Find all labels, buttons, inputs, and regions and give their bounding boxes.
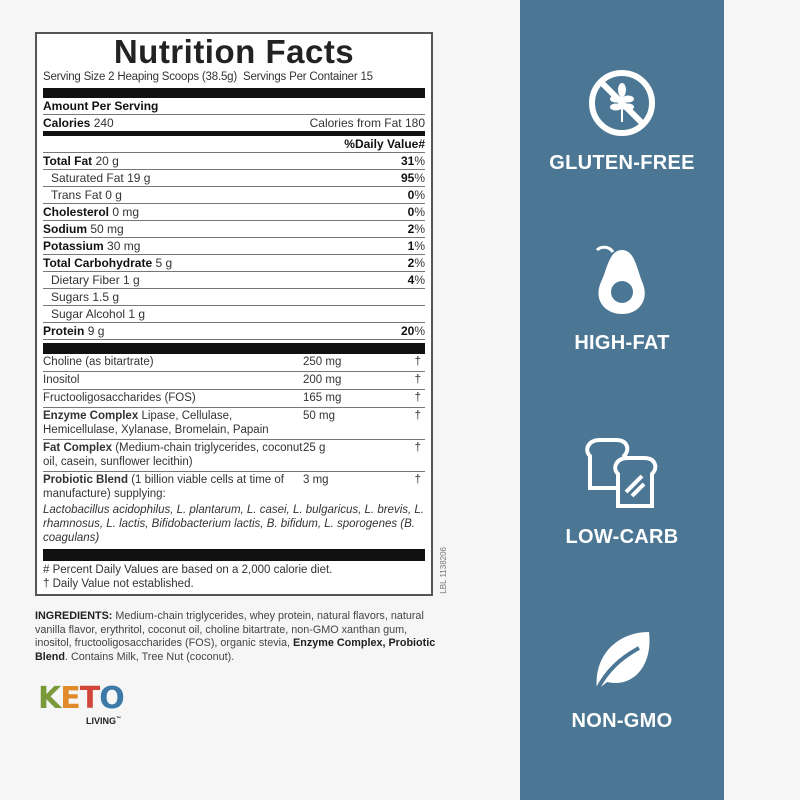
supplement-row: Probiotic Blend (1 billion viable cells …	[43, 474, 421, 500]
divider	[43, 549, 425, 561]
badge-label: NON-GMO	[571, 710, 673, 732]
nutrient-row: Potassium 30 mg 1%	[43, 239, 425, 255]
badge-label: LOW-CARB	[565, 526, 679, 548]
logo-letter: E	[60, 681, 80, 716]
divider	[43, 131, 425, 136]
logo-letter: T	[79, 681, 100, 716]
no-gluten-wheat-icon	[589, 70, 655, 136]
logo-letter: O	[99, 681, 124, 716]
label-title: Nutrition Facts	[113, 33, 355, 70]
nutrient-row: Sugar Alcohol 1 g	[43, 306, 425, 323]
nutrition-facts-label: Nutrition Facts Serving Size 2 Heaping S…	[35, 32, 433, 596]
nutrient-row: Protein 9 g 20%	[43, 324, 425, 340]
daily-value-header: %Daily Value#	[43, 136, 425, 153]
calories-from-fat: Calories from Fat 180	[309, 116, 425, 130]
serving-size: Serving Size 2 Heaping Scoops (38.5g)	[43, 71, 237, 83]
badge-label: HIGH-FAT	[574, 332, 670, 354]
supplement-row: Choline (as bitartrate) 250 mg †	[43, 354, 425, 372]
footnote-not-established: † Daily Value not established.	[43, 578, 194, 590]
keto-living-logo: KETO LIVING™	[38, 681, 125, 727]
badge-gluten-free: GLUTEN-FREE	[520, 68, 724, 175]
logo-letter: K	[38, 681, 61, 716]
benefits-panel: GLUTEN-FREE HIGH-FAT LOW-CARB NON-GMO	[520, 0, 724, 800]
divider	[43, 88, 425, 98]
product-info-column: Nutrition Facts Serving Size 2 Heaping S…	[35, 32, 448, 727]
nutrient-row: Total Fat 20 g 31%	[43, 154, 425, 170]
badge-low-carb: LOW-CARB	[520, 436, 724, 549]
nutrient-row: Total Carbohydrate 5 g 2%	[43, 256, 425, 272]
nutrient-row: Saturated Fat 19 g 95%	[43, 170, 425, 187]
badge-non-gmo: NON-GMO	[520, 626, 724, 733]
leaf-icon	[595, 632, 650, 691]
supplement-row: Fructooligosaccharides (FOS) 165 mg †	[43, 390, 425, 408]
badge-label: GLUTEN-FREE	[549, 152, 695, 174]
ingredients: INGREDIENTS: Medium-chain triglycerides,…	[35, 610, 436, 663]
bread-slices-icon	[585, 438, 658, 508]
nutrient-list: Total Fat 20 g 31% Saturated Fat 19 g 95% Tr…	[43, 153, 425, 340]
supplement-row: Fat Complex (Medium-chain triglycerides,…	[43, 440, 425, 472]
supplement-row: Inositol 200 mg †	[43, 372, 425, 390]
avocado-icon	[595, 245, 645, 314]
nutrient-row: Cholesterol 0 mg 0%	[43, 205, 425, 221]
nutrient-row: Trans Fat 0 g 0%	[43, 187, 425, 204]
divider	[43, 343, 425, 354]
nutrient-row: Sugars 1.5 g	[43, 289, 425, 306]
footnotes: # Percent Daily Values are based on a 2,…	[43, 561, 425, 591]
servings-per-container: Servings Per Container 15	[242, 71, 373, 83]
supplement-list: Choline (as bitartrate) 250 mg † Inositol …	[43, 354, 425, 503]
label-wrapper: Nutrition Facts Serving Size 2 Heaping S…	[35, 32, 448, 596]
probiotic-strains: Lactobacillus acidophilus, L. plantarum,…	[43, 504, 424, 544]
badge-high-fat: HIGH-FAT	[520, 244, 724, 355]
calories-row: Calories 240 Calories from Fat 180	[43, 116, 425, 130]
amount-per-serving: Amount Per Serving	[43, 98, 425, 115]
supplement-row: Enzyme Complex Lipase, Cellulase, Hemice…	[43, 408, 425, 440]
label-code: LBL 1138206	[439, 547, 448, 594]
nutrient-row: Dietary Fiber 1 g 4%	[43, 272, 425, 289]
serving-info: Serving Size 2 Heaping Scoops (38.5g) Se…	[43, 70, 425, 84]
nutrient-row: Sodium 50 mg 2%	[43, 222, 425, 238]
footnote-daily-values: # Percent Daily Values are based on a 2,…	[43, 564, 333, 576]
